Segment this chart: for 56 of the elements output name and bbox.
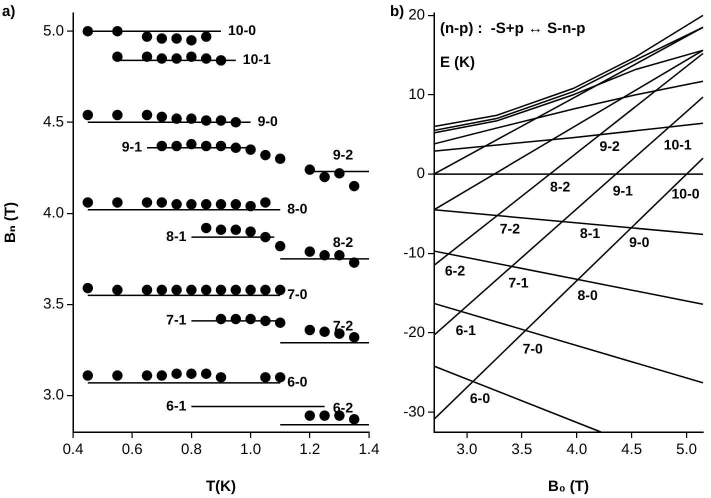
annotation: 10-1 [664, 136, 692, 152]
y-tick-label: 4.5 [43, 113, 64, 130]
y-tick-label: 0 [416, 165, 425, 182]
y-tick-label: 20 [408, 6, 425, 24]
y-tick-label: -10 [403, 244, 425, 262]
x-tick-label: 5.0 [676, 441, 697, 458]
x-axis-title: T(K) [206, 478, 236, 496]
y-tick-label: -20 [403, 324, 425, 341]
series-label: 8-0 [287, 200, 308, 217]
y-axis-title: E (K) [440, 54, 475, 72]
series-label: 8-1 [166, 228, 187, 244]
annotation: 9-0 [629, 234, 650, 250]
x-tick-label: 4.0 [566, 441, 588, 458]
x-tick-label: 4.5 [621, 441, 642, 458]
series-label: 6-0 [287, 374, 308, 390]
annotation: 9-2 [600, 138, 620, 154]
text: a) [2, 3, 16, 20]
series-label: 7-2 [332, 318, 354, 334]
series-label: 7-0 [287, 286, 308, 302]
series-label: 10-1 [242, 51, 272, 68]
x-tick-label: 0.6 [122, 441, 143, 458]
annotation: 8-1 [580, 225, 600, 242]
annotation: 7-1 [508, 274, 529, 291]
y-tick-label: 3.5 [43, 296, 64, 313]
y-tick-label: -30 [403, 403, 425, 420]
annotation: 6-0 [470, 390, 490, 406]
annotation: 6-2 [444, 262, 466, 278]
x-tick-label: 1.0 [240, 441, 262, 458]
annotation: 7-2 [500, 220, 520, 236]
y-axis-title: Bₙ (T) [2, 202, 20, 243]
x-tick-label: 0.4 [62, 441, 84, 458]
series-label: 6-1 [166, 397, 187, 414]
annotation: (n-p) : -S+p ↔ S-n-p [440, 20, 586, 38]
y-tick-label: 4.0 [43, 204, 64, 222]
x-axis-title: B₀ (T) [548, 478, 589, 496]
series-label: 7-1 [166, 312, 187, 328]
annotation: 6-1 [456, 322, 476, 338]
series-label: 9-1 [122, 138, 142, 155]
x-tick-label: 0.8 [180, 441, 202, 458]
series-label: 9-2 [332, 146, 354, 162]
series-label: 9-0 [258, 113, 278, 130]
annotation: 8-2 [550, 178, 570, 195]
x-tick-label: 3.5 [511, 441, 532, 458]
text: b) [390, 3, 404, 20]
x-tick-label: 1.2 [299, 441, 320, 458]
x-tick-label: 3.0 [456, 441, 478, 458]
x-tick-label: 1.4 [358, 441, 380, 458]
annotation: 10-0 [672, 186, 700, 202]
series-label: 10-0 [228, 22, 256, 38]
annotation: 8-0 [577, 287, 598, 304]
series-label: 8-2 [332, 234, 354, 250]
y-tick-label: 5.0 [43, 22, 64, 40]
y-tick-label: 10 [408, 86, 425, 103]
annotation: 9-1 [612, 182, 634, 198]
annotation: 7-0 [522, 340, 544, 356]
y-tick-label: 3.0 [43, 386, 64, 404]
